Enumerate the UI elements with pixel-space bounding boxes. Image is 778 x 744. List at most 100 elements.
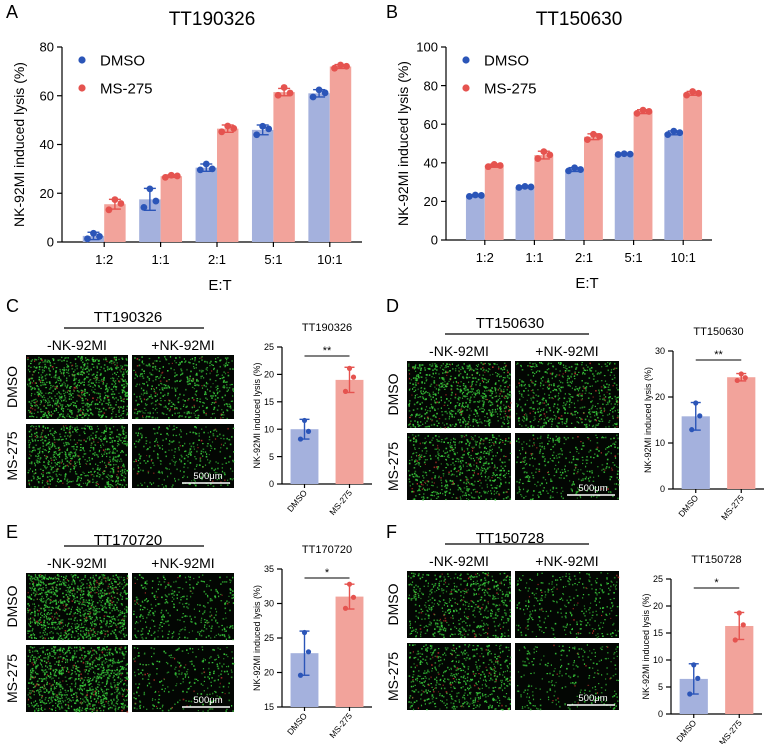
row-label-dmso-e: DMSO (4, 585, 20, 627)
micrograph-f-dmso-pos (515, 571, 619, 638)
micrograph-cells-e (27, 574, 129, 641)
micrograph-block-f: -NK-92MI +NK-92MI DMSO MS-275 500μm TT150728 (385, 530, 620, 711)
data-point-e (301, 629, 308, 636)
micrograph-block-c: -NK-92MI +NK-92MI DMSO MS-275 500μm TT190326 (4, 309, 235, 489)
y-tick-label-b: 0 (431, 233, 438, 248)
bar-b-ms275-2 (534, 155, 554, 240)
data-point-b (695, 89, 703, 97)
y-tick-label-e: 20 (264, 668, 274, 678)
data-point-b (565, 167, 572, 175)
data-point-b (465, 192, 473, 200)
row-label-ms275-f: MS-275 (385, 652, 401, 701)
data-point-d (742, 375, 748, 381)
data-point-a (161, 174, 169, 181)
x-tick-label-e: MS-275 (327, 711, 354, 740)
legend-label-a: MS-275 (100, 81, 153, 98)
legend-marker-b (462, 84, 470, 92)
y-tick-label-f: 0 (658, 709, 663, 719)
micrograph-cells-f (516, 572, 620, 639)
data-point-a (259, 122, 267, 130)
data-point-e (297, 672, 304, 678)
data-point-b (540, 148, 548, 156)
column-label-pos-d: +NK-92MI (535, 343, 598, 359)
bar-b-dmso-4 (614, 154, 634, 240)
data-point-a (253, 131, 261, 139)
y-tick-label-a: 0 (47, 235, 54, 250)
micrograph-cells-e (27, 646, 129, 713)
y-tick-label-d: 10 (655, 438, 665, 448)
y-axis-label-d: NK-92MI induced lysis (%) (643, 367, 653, 473)
chart-title-b: TT150630 (536, 9, 623, 30)
data-point-c (297, 436, 304, 442)
data-point-a (265, 125, 273, 133)
data-point-b (471, 191, 479, 199)
micrograph-cells-e (133, 646, 235, 713)
x-tick-label-a: 10:1 (317, 252, 342, 267)
data-point-a (90, 229, 97, 237)
y-tick-label-c: 20 (264, 370, 274, 380)
data-point-a (152, 197, 160, 205)
y-tick-label-f: 20 (653, 601, 663, 611)
x-tick-label-a: 2:1 (208, 252, 226, 267)
bar-a-ms275-4 (273, 92, 295, 242)
y-tick-label-b: 60 (424, 117, 438, 132)
panel-label-b: B (386, 2, 398, 22)
y-tick-label-e: 30 (264, 599, 274, 609)
y-tick-label-c: 25 (264, 342, 274, 352)
significance-marker-d: ** (714, 349, 723, 361)
legend-label-a: DMSO (100, 53, 145, 70)
legend-marker-a (78, 84, 86, 92)
bar-a-ms275-3 (217, 128, 239, 242)
x-tick-label-f: DMSO (674, 718, 698, 744)
bar-a-dmso-4 (251, 129, 274, 242)
micrograph-title-c: TT190326 (94, 309, 162, 326)
y-tick-label-e: 15 (264, 702, 274, 712)
data-point-d (697, 413, 703, 419)
data-point-a (218, 128, 226, 136)
data-point-a (202, 160, 210, 168)
row-label-ms275-d: MS-275 (385, 442, 401, 491)
panel-label-e: E (6, 522, 18, 542)
panel-label-c: C (6, 296, 19, 316)
micrograph-title-e: TT170720 (94, 532, 162, 549)
y-tick-label-d: 30 (655, 346, 665, 356)
row-label-ms275-e: MS-275 (4, 654, 20, 703)
data-point-a (173, 172, 181, 180)
data-point-b (484, 163, 492, 171)
micrograph-d-dmso-pos (515, 361, 619, 428)
micrograph-cells-e (133, 574, 235, 641)
panel-label-f: F (386, 522, 397, 542)
data-point-b (670, 127, 678, 135)
data-point-c (342, 388, 349, 394)
chart-f-lysis-tt150728: 0 5 10 15 20 25 TT150728 NK-92MI induced lysis … (641, 554, 762, 744)
x-tick-label-b: 1:2 (476, 250, 494, 265)
data-point-d (693, 400, 699, 406)
bar-b-dmso-3 (565, 169, 584, 240)
data-point-a (111, 196, 119, 203)
column-label-pos-f: +NK-92MI (535, 553, 598, 569)
y-tick-label-b: 100 (416, 40, 438, 55)
column-label-neg-e: -NK-92MI (47, 555, 107, 571)
y-tick-label-a: 20 (40, 186, 54, 201)
micrograph-cells-c (27, 356, 129, 420)
data-point-b (639, 106, 647, 114)
x-tick-label-e: DMSO (285, 711, 309, 737)
bar-b-ms275-5 (683, 93, 703, 240)
legend-marker-b (462, 56, 470, 64)
x-tick-label-a: 5:1 (264, 252, 282, 267)
y-tick-label-d: 20 (655, 392, 665, 402)
data-point-d (689, 427, 695, 433)
column-label-pos-c: +NK-92MI (151, 337, 214, 353)
y-tick-label-f: 5 (658, 682, 663, 692)
micrograph-e-dmso-neg (26, 573, 128, 640)
micrograph-block-e: -NK-92MI +NK-92MI DMSO MS-275 500μm TT170720 (4, 532, 235, 713)
micrograph-cells-f (408, 572, 512, 639)
row-label-dmso-d: DMSO (385, 373, 401, 415)
data-point-f (736, 610, 742, 616)
data-point-b (620, 150, 628, 158)
scale-bar-label-f: 500μm (578, 693, 607, 704)
micrograph-cells-c (133, 356, 235, 420)
bar-b-dmso-5 (664, 132, 684, 240)
data-point-a (208, 165, 216, 173)
